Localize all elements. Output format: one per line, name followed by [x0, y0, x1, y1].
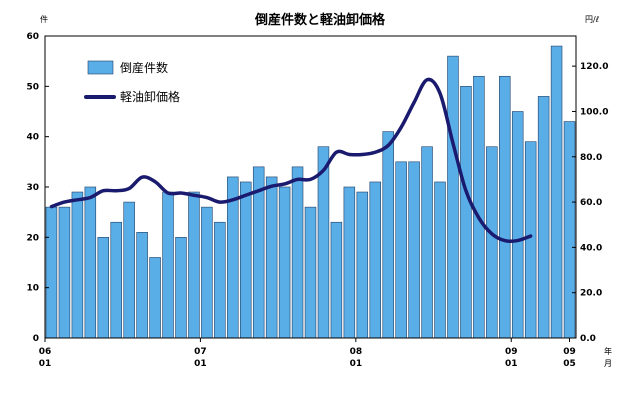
x-tick-year: 06 [39, 347, 52, 357]
x-tick-month: 01 [505, 359, 518, 369]
x-tick-year: 09 [505, 347, 518, 357]
bar [434, 181, 446, 339]
bar [278, 186, 291, 339]
bar [45, 206, 58, 339]
left-axis: 0 10 20 30 40 50 60 [26, 32, 49, 344]
left-tick-label: 0 [33, 334, 39, 344]
bar [524, 141, 537, 339]
left-axis-unit: 件 [40, 14, 48, 24]
bar [330, 221, 343, 339]
bar [537, 96, 550, 339]
bar [499, 75, 511, 339]
bar [408, 161, 420, 339]
legend-line-label: 軽油卸価格 [120, 89, 180, 104]
bar [240, 181, 252, 339]
left-tick-label: 20 [26, 233, 39, 243]
bar [123, 201, 135, 339]
bar [421, 146, 433, 339]
x-tick-month: 05 [563, 359, 576, 369]
bar [136, 232, 148, 339]
bar [343, 186, 356, 339]
right-tick-label: 20.0 [580, 289, 602, 299]
bar [447, 55, 459, 339]
x-tick-month: 01 [194, 359, 207, 369]
bar [214, 221, 226, 339]
right-tick-label: 40.0 [580, 243, 602, 253]
bar [71, 191, 84, 339]
bar [58, 206, 71, 339]
bar [473, 75, 485, 339]
bar [356, 191, 369, 339]
bar [110, 221, 122, 339]
x-tick-month: 01 [350, 359, 363, 369]
left-tick-label: 10 [26, 284, 39, 294]
bar-series [45, 45, 576, 339]
left-tick-label: 50 [26, 82, 39, 92]
right-axis: 0.0 20.0 40.0 60.0 80.0 100.0 120.0 [572, 62, 608, 344]
legend: 倒産件数 軽油卸価格 [84, 60, 180, 104]
right-axis-unit: 円/ℓ [585, 15, 599, 24]
bar [395, 161, 407, 339]
bar [486, 146, 498, 339]
bar [149, 257, 161, 339]
bar [162, 191, 174, 339]
bar [563, 121, 576, 339]
line-series [49, 77, 533, 244]
bar [291, 166, 304, 339]
legend-bar-swatch [87, 60, 114, 75]
bar [265, 176, 278, 339]
right-tick-label: 120.0 [580, 62, 608, 72]
bar [460, 86, 472, 339]
right-tick-label: 100.0 [580, 107, 608, 117]
bar [84, 186, 97, 339]
left-tick-label: 60 [26, 32, 39, 42]
x-tick-year: 07 [194, 347, 207, 357]
right-tick-label: 60.0 [580, 198, 602, 208]
legend-bar-label: 倒産件数 [120, 60, 168, 75]
left-tick-label: 40 [26, 133, 39, 143]
x-month-unit: 月 [604, 359, 612, 368]
x-tick-year: 09 [563, 347, 576, 357]
bar [97, 237, 110, 339]
bar [369, 181, 382, 339]
x-tick-year: 08 [350, 347, 363, 357]
bar [304, 206, 317, 339]
bar [201, 206, 213, 339]
chart-title: 倒産件数と軽油卸価格 [254, 12, 386, 28]
series-line [49, 77, 533, 244]
x-year-unit: 年 [604, 346, 612, 356]
x-tick-month: 01 [39, 359, 52, 369]
right-tick-label: 0.0 [580, 334, 596, 344]
x-axis: 06 01 07 01 08 01 09 01 09 05 年月 [39, 338, 612, 369]
bar [550, 45, 563, 339]
bar [175, 237, 187, 339]
right-tick-label: 80.0 [580, 153, 602, 163]
left-tick-label: 30 [26, 183, 39, 193]
bar [511, 111, 524, 339]
bar [188, 191, 200, 339]
bar [382, 131, 394, 339]
